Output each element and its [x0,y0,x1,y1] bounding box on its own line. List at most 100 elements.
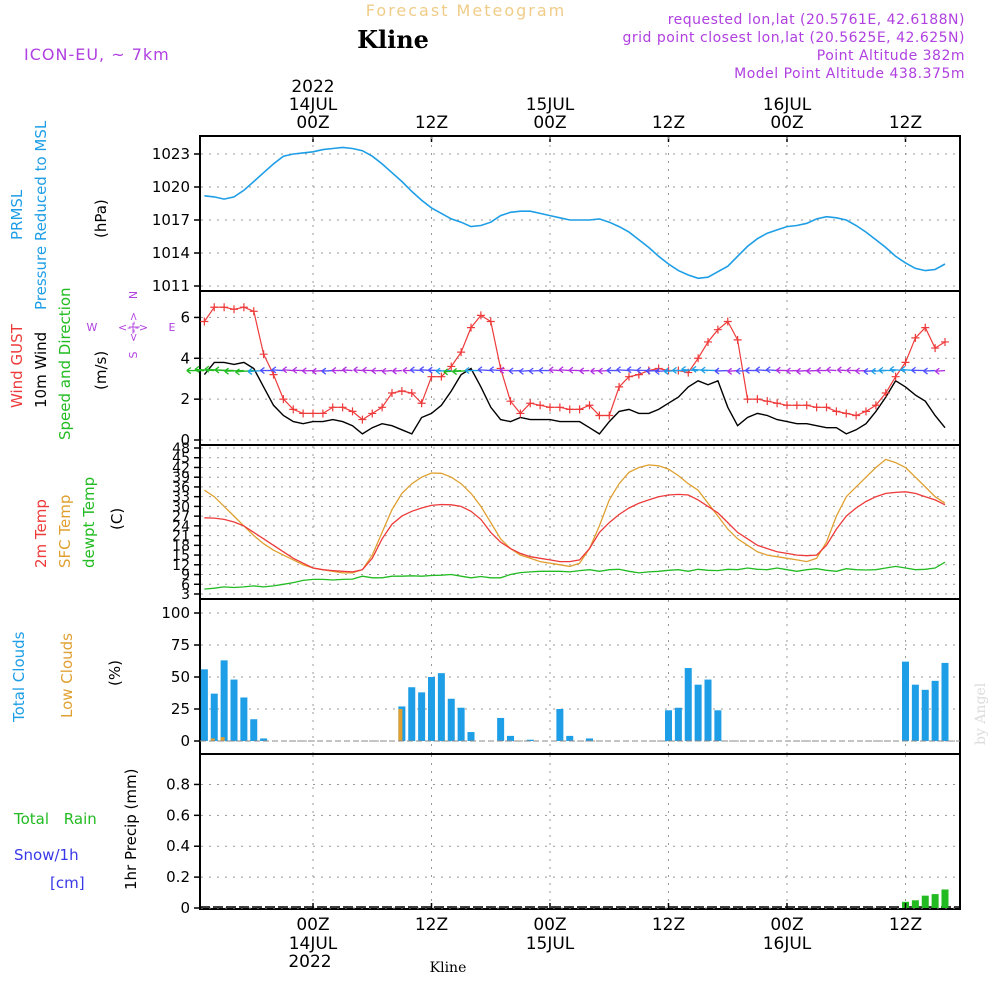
wind-gust-marker [457,348,466,357]
wind-arrow-head [342,366,347,374]
y-tick-label: 48 [172,441,190,457]
wind-arrow-shaft [935,369,946,372]
total-cloud-bar [674,707,682,741]
wind-direction-arrow [579,367,590,375]
wind-arrow-head [311,367,317,375]
wind-arrow-head [353,366,358,374]
y-tick-label: 30 [172,499,190,515]
total-cloud-bar [921,689,929,741]
wind-gust-marker [862,407,870,416]
low-cloud-bar [220,737,225,741]
wind-arrow-head [301,367,307,375]
wind-gust-marker [733,335,742,344]
wind-gust-marker [575,405,584,414]
wind-arrow-head [636,366,642,374]
y-tick-label: 4 [180,349,190,367]
wind-direction-arrow [528,367,541,375]
y-axis: 0 2 4 6 [180,308,959,449]
total-rain-label: Total Rain [13,810,97,828]
wind-gust-marker [555,403,564,412]
wind-arrow-shaft [489,369,501,372]
y-tick-label: 21 [172,529,190,545]
vertical-gridlines [312,137,906,290]
wind-arrow-head [806,367,811,375]
vertical-gridlines [312,600,906,753]
wind-unit-label: (m/s) [92,351,110,390]
y-tick-label: 75 [171,636,190,654]
wind-arrow-head [402,366,408,375]
total-cloud-bar [418,692,426,741]
wind-gust-marker [378,403,387,412]
wind-direction-arrow [477,366,491,374]
pressure-panel: PRMSL Pressure Reduced to MSL (hPa) 1011… [8,120,959,310]
pressure-line [204,146,946,280]
y-axis: 0 25 50 75 100 [161,604,959,750]
wind-direction-arrow [321,367,333,375]
time-tick-label: 00Z [533,113,566,133]
wind-gust-marker [822,403,831,412]
wind-direction-arrow [878,366,896,374]
wind-gust-marker [852,411,861,420]
wind-arrow-shaft [681,368,699,372]
wind-arrow-head [204,365,210,373]
cloud-bars [200,660,949,741]
wind-gust-marker [210,303,219,312]
wind-arrow-head [681,365,686,373]
pressure-unit-label: (hPa) [92,199,110,238]
total-cloud-bar [704,679,712,741]
wind-arrow-head [579,367,585,375]
y-tick-label: 100 [161,604,190,622]
wind-arrow-head [645,367,651,375]
wind-arrow-head [331,366,337,375]
wind-panel: Wind GUST 10m Wind Speed and Direction (… [8,287,959,449]
temp-2m-label: 2m Temp [32,499,50,568]
temp-dewpt-label: dewpt Temp [80,477,98,568]
requested-coords: requested lon,lat (20.5761E, 42.6188N) [668,12,965,28]
wind-arrow-head [775,366,781,374]
wind-arrow-head [654,368,660,376]
compass-rose: W E <-|-> <-|-> N S [87,291,176,359]
y-tick-label: 12 [172,558,190,574]
wind-gust-marker [299,409,308,418]
temp-unit-label: (C) [108,508,126,530]
model-name: ICON-EU, ~ 7km [24,45,170,64]
y-tick-label: 1011 [152,277,190,295]
wind-arrow-head [224,367,229,375]
wind-gust-line [203,306,946,421]
wind-gust-marker [931,344,940,353]
bottom-time-axis: 2022 00Z 12Z 00Z 12Z 00Z 12Z 14JUL 15JUL 16JUL [288,903,922,972]
wind-direction-arrow [301,367,314,375]
date-label: 14JUL [289,934,338,954]
temp-sfc-label: SFC Temp [56,495,74,568]
wind-gust-marker [220,303,229,312]
wind-direction-arrow [311,367,323,375]
y-tick-label: 50 [171,668,190,686]
total-cloud-bar [447,698,455,741]
compass-north: N [127,291,140,299]
time-tick-label: 00Z [770,113,803,133]
wind-arrow-head [796,367,801,375]
wind-gust-marker [279,395,288,404]
wind-gust-marker [941,337,949,346]
time-tick-label: 12Z [889,915,922,935]
snow-label: Snow/1h [14,846,79,864]
wind-direction-arrow [616,366,630,374]
wind-arrow-shaft [559,369,570,372]
wind-gust-marker [318,409,327,418]
wind-direction-arrows [186,365,946,376]
wind-arrow-head [755,366,761,374]
time-tick-label: 12Z [415,113,448,133]
wind-gust-marker [516,409,525,418]
wind-arrow-head [616,366,621,374]
y-tick-label: 15 [172,548,190,564]
wind-gust-marker [388,389,396,398]
rain-bar [931,894,939,908]
wind-direction-arrow [260,367,274,375]
total-cloud-bar [467,732,475,741]
wind-arrow-head [837,366,842,374]
wind-10m-line [203,361,946,435]
wind-arrow-head [691,365,697,373]
y-tick-label: 6 [180,308,190,326]
compass-east: E [169,321,176,334]
y-tick-label: 36 [172,480,190,496]
